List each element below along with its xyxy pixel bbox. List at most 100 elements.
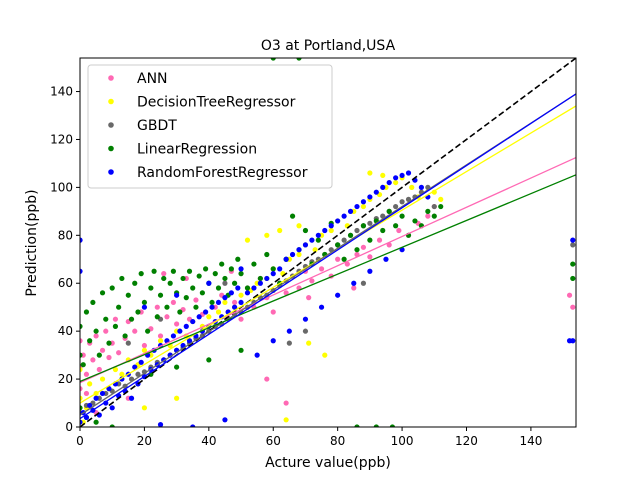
- point-3-14: [119, 275, 125, 282]
- point-4-41: [209, 304, 215, 310]
- point-0-63: [283, 400, 289, 406]
- point-2-55: [431, 203, 437, 210]
- point-3-2: [80, 362, 86, 368]
- point-0-22: [170, 299, 177, 306]
- point-3-74: [386, 208, 392, 214]
- point-4-61: [309, 237, 315, 243]
- point-4-47: [228, 290, 234, 296]
- point-4-60: [302, 242, 309, 248]
- point-2-60: [302, 328, 309, 334]
- point-3-39: [199, 290, 205, 296]
- point-4-81: [270, 338, 276, 344]
- point-4-17: [132, 364, 138, 370]
- point-4-52: [251, 285, 257, 291]
- plot-area: [80, 58, 576, 427]
- point-4-58: [289, 251, 296, 258]
- point-2-61: [360, 280, 367, 286]
- point-0-70: [570, 304, 576, 310]
- point-4-54: [264, 275, 270, 282]
- point-3-75: [393, 223, 399, 229]
- x-tick-label-2: 40: [201, 434, 216, 448]
- point-3-0: [80, 352, 83, 358]
- point-1-2: [87, 381, 93, 387]
- point-4-33: [183, 323, 189, 329]
- legend-label-0: ANN: [137, 71, 168, 87]
- point-1-37: [360, 203, 367, 210]
- chart-title: O3 at Portland,USA: [261, 38, 396, 54]
- point-3-76: [399, 213, 405, 219]
- point-2-50: [399, 199, 405, 205]
- point-3-78: [412, 218, 418, 224]
- point-0-33: [238, 316, 244, 322]
- point-3-18: [132, 280, 138, 286]
- legend-marker-2: [108, 122, 114, 128]
- point-3-63: [315, 237, 321, 243]
- point-4-86: [351, 280, 357, 286]
- point-3-61: [302, 227, 309, 234]
- point-1-41: [393, 179, 399, 186]
- point-0-12: [116, 350, 122, 356]
- point-0-52: [376, 237, 383, 243]
- point-4-31: [177, 328, 183, 334]
- point-3-7: [96, 352, 102, 358]
- legend-label-1: DecisionTreeRegressor: [137, 95, 296, 111]
- point-0-44: [309, 278, 315, 284]
- point-3-8: [99, 290, 106, 296]
- point-4-49: [235, 285, 241, 291]
- point-4-62: [315, 232, 321, 238]
- point-3-95: [174, 364, 180, 370]
- point-1-33: [328, 227, 334, 234]
- point-3-33: [180, 275, 186, 282]
- point-1-49: [380, 172, 386, 179]
- y-tick-label-3: 60: [58, 276, 73, 290]
- point-4-43: [215, 299, 222, 306]
- point-2-41: [341, 237, 347, 243]
- point-3-59: [289, 213, 296, 219]
- point-1-10: [141, 347, 148, 353]
- y-tick-label-7: 140: [50, 85, 73, 99]
- point-0-15: [132, 328, 138, 334]
- point-3-66: [335, 242, 341, 248]
- point-4-0: [80, 419, 83, 425]
- point-4-94: [80, 237, 83, 243]
- point-3-1: [80, 323, 83, 329]
- point-4-65: [335, 218, 341, 224]
- point-4-80: [254, 352, 260, 358]
- point-1-46: [277, 227, 283, 234]
- point-1-56: [80, 366, 83, 373]
- point-3-3: [83, 309, 90, 315]
- point-3-90: [373, 424, 379, 427]
- point-1-47: [296, 223, 302, 229]
- point-0-11: [112, 316, 119, 322]
- point-1-7: [119, 371, 125, 377]
- point-3-48: [228, 266, 234, 272]
- point-3-23: [148, 285, 154, 291]
- point-0-23: [174, 321, 180, 327]
- point-2-43: [354, 227, 360, 234]
- point-3-38: [196, 273, 202, 279]
- point-4-19: [138, 359, 144, 365]
- fit-line-4: [80, 93, 576, 420]
- point-1-20: [222, 299, 228, 306]
- point-3-16: [125, 292, 131, 298]
- legend-marker-4: [108, 169, 114, 175]
- point-1-48: [367, 170, 373, 176]
- point-3-92: [570, 275, 576, 282]
- point-4-95: [80, 268, 83, 274]
- point-3-52: [244, 285, 251, 291]
- point-3-88: [296, 58, 302, 61]
- point-4-73: [386, 179, 392, 186]
- point-0-68: [83, 390, 90, 397]
- point-3-51: [238, 271, 244, 277]
- x-tick-label-7: 140: [519, 434, 542, 448]
- point-1-45: [264, 232, 270, 238]
- x-tick-label-1: 20: [137, 434, 152, 448]
- point-4-76: [405, 170, 412, 176]
- fit-line-0: [80, 156, 576, 384]
- point-4-78: [418, 184, 425, 190]
- point-3-87: [270, 58, 276, 61]
- point-3-44: [215, 285, 222, 291]
- point-3-91: [389, 424, 396, 427]
- point-3-21: [141, 299, 148, 306]
- point-3-71: [367, 237, 373, 243]
